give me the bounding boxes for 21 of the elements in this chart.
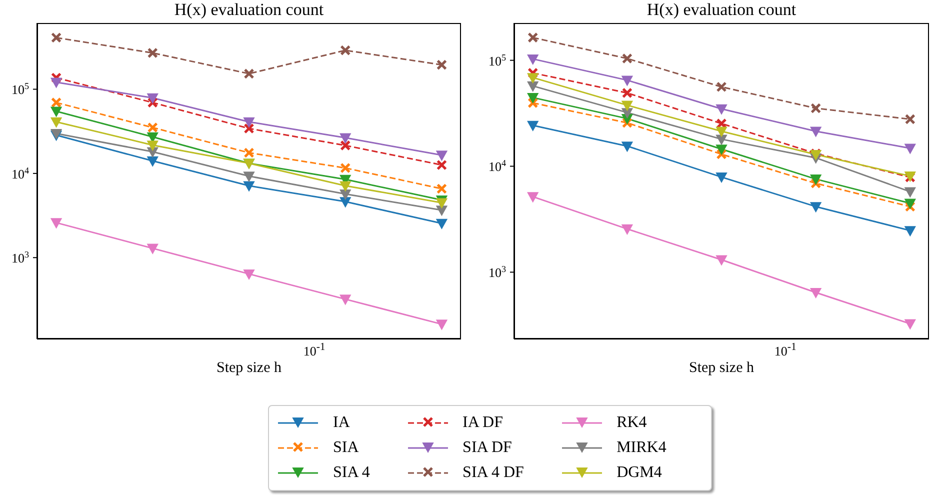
text: 10$^{-1}$ <box>773 341 798 360</box>
legend-label: MIRK4 <box>616 438 666 457</box>
x-axis-title: Step size h <box>688 360 755 377</box>
legend-label: RK4 <box>616 414 647 432</box>
legend-label: SIA <box>333 438 359 457</box>
text: 10$^{-1}$ <box>302 341 326 360</box>
y-tick-label: 10$^{4}$ <box>488 158 506 174</box>
legend-label: IA <box>333 414 350 432</box>
legend-label: IA DF <box>462 414 503 432</box>
x-axis-title: Step size h <box>216 360 282 377</box>
legend-label: DGM4 <box>616 464 662 482</box>
y-tick-label: 10$^{3}$ <box>488 264 506 280</box>
y-tick-label: 10$^{4}$ <box>11 165 30 182</box>
y-tick-label: 10$^{5}$ <box>488 52 506 68</box>
chart-title: H(x) evaluation count <box>646 0 798 20</box>
legend-label: SIA 4 <box>333 464 370 482</box>
legend-label: SIA 4 DF <box>462 464 524 482</box>
chart-title: H(x) evaluation count <box>173 0 325 20</box>
y-tick-label: 10$^{3}$ <box>11 250 30 266</box>
legend-label: SIA DF <box>462 438 512 457</box>
y-tick-label: 10$^{5}$ <box>11 81 30 98</box>
